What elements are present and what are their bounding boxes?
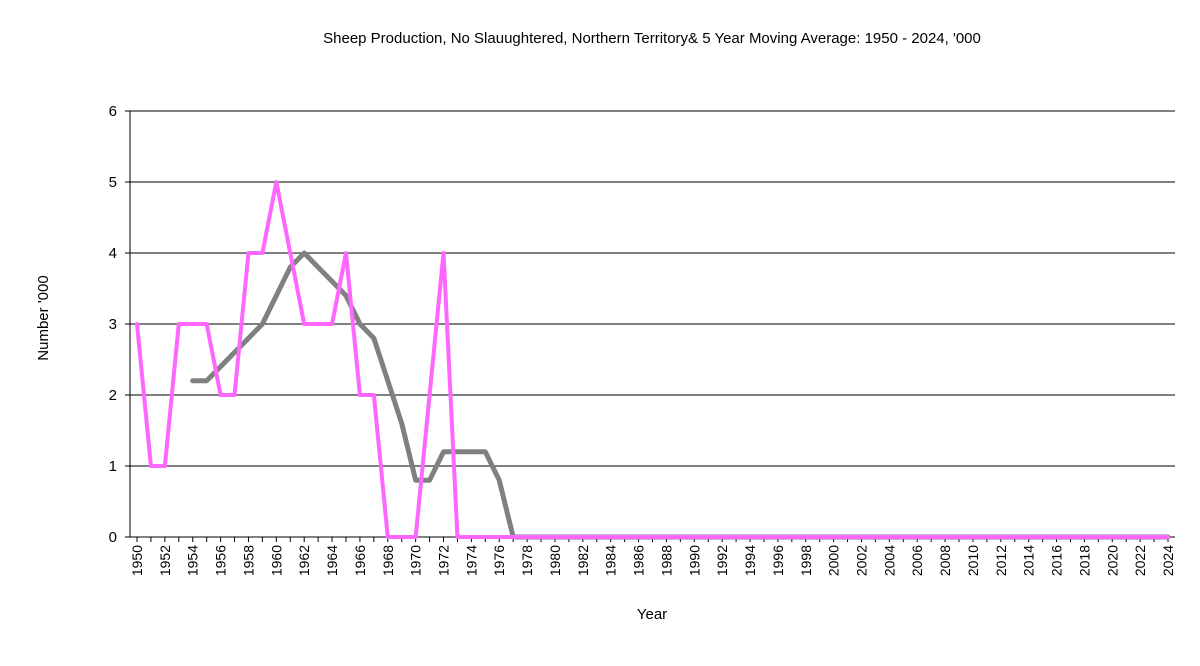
x-tick-label: 1988 xyxy=(658,545,674,576)
x-tick-label: 1976 xyxy=(491,545,507,576)
x-tick-label: 2024 xyxy=(1160,545,1176,576)
x-tick-label: 1966 xyxy=(352,545,368,576)
y-tick-label: 5 xyxy=(109,174,117,191)
x-tick-label: 1982 xyxy=(575,545,591,576)
x-tick-label: 1954 xyxy=(185,545,201,576)
chart-title: Sheep Production, No Slauughtered, North… xyxy=(323,30,981,47)
x-tick-label: 2018 xyxy=(1076,545,1092,576)
y-tick-label: 3 xyxy=(109,316,117,333)
series-group xyxy=(135,180,1171,540)
x-tick-label: 1958 xyxy=(240,545,256,576)
x-tick-label: 2004 xyxy=(881,545,897,576)
x-tick-label: 2022 xyxy=(1132,545,1148,576)
x-tick-label: 1986 xyxy=(631,545,647,576)
x-tick-label: 2000 xyxy=(826,545,842,576)
x-tick-label: 2008 xyxy=(937,545,953,576)
x-tick-label: 1968 xyxy=(380,545,396,576)
x-tick-label: 1960 xyxy=(268,545,284,576)
x-tick-label: 1956 xyxy=(213,545,229,576)
x-tick-label: 2014 xyxy=(1021,545,1037,576)
y-axis-label: Number '000 xyxy=(35,275,52,360)
x-tick-label: 1962 xyxy=(296,545,312,576)
x-tick-label: 1964 xyxy=(324,545,340,576)
x-tick-label: 2006 xyxy=(909,545,925,576)
x-tick-label: 2010 xyxy=(965,545,981,576)
x-tick-label: 2016 xyxy=(1049,545,1065,576)
x-tick-label: 1990 xyxy=(686,545,702,576)
x-tick-label: 1992 xyxy=(714,545,730,576)
y-tick-label: 4 xyxy=(109,245,117,262)
x-tick-label: 1970 xyxy=(408,545,424,576)
x-tick-label: 1972 xyxy=(436,545,452,576)
x-axis-label: Year xyxy=(637,606,667,623)
x-tick-label: 2002 xyxy=(853,545,869,576)
x-tick-label: 1980 xyxy=(547,545,563,576)
x-tick-label: 1950 xyxy=(129,545,145,576)
y-tick-label: 2 xyxy=(109,387,117,404)
y-tick-label: 6 xyxy=(109,103,117,120)
x-tick-label: 1998 xyxy=(798,545,814,576)
x-axis-ticks: 1950 1952 1954 1956 1958 1960 1962 1964 1966 1968… xyxy=(129,537,1176,576)
x-tick-label: 1952 xyxy=(157,545,173,576)
x-tick-label: 2020 xyxy=(1104,545,1120,576)
series-line-slaughtered xyxy=(135,180,1170,539)
x-tick-label: 1974 xyxy=(463,545,479,576)
x-tick-label: 1984 xyxy=(603,545,619,576)
gridlines xyxy=(130,110,1175,467)
x-tick-label: 1996 xyxy=(770,545,786,576)
x-tick-label: 2012 xyxy=(993,545,1009,576)
y-tick-label: 0 xyxy=(109,529,117,546)
y-axis-ticks: 0 1 2 3 4 5 6 xyxy=(109,103,130,546)
x-tick-label: 1978 xyxy=(519,545,535,576)
y-tick-label: 1 xyxy=(109,458,117,475)
x-tick-label: 1994 xyxy=(742,545,758,576)
